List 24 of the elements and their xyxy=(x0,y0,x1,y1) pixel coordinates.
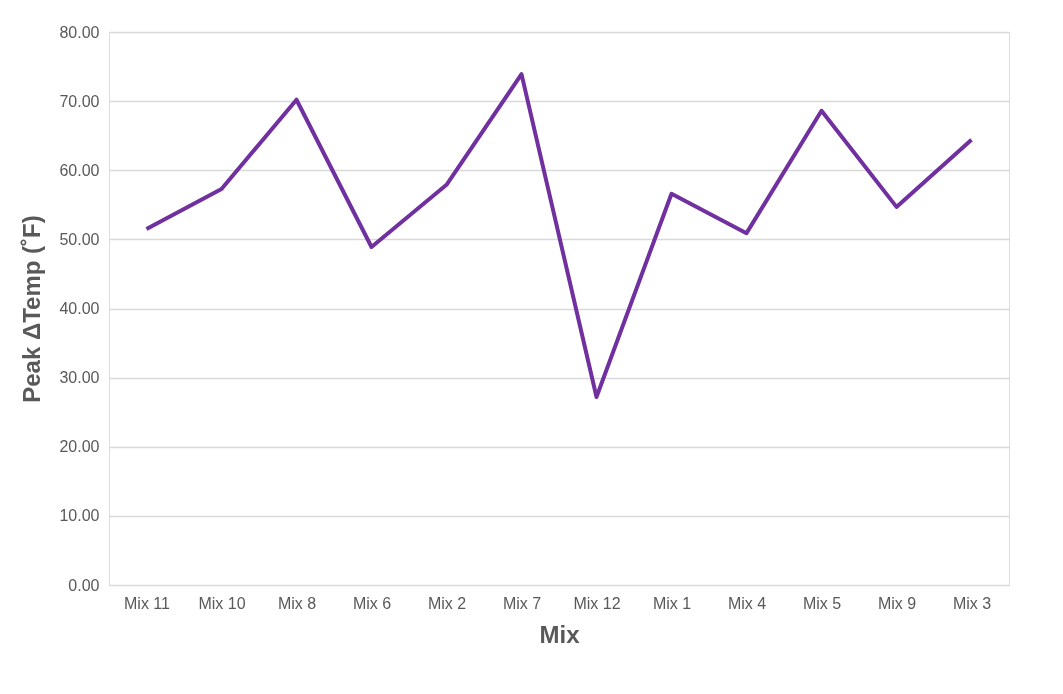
x-tick-label: Mix 4 xyxy=(727,594,767,612)
x-tick-label: Mix 3 xyxy=(952,594,992,612)
x-tick-label: Mix 11 xyxy=(124,594,171,612)
x-tick-label: Mix 8 xyxy=(277,594,317,612)
y-tick-label: 70.00 xyxy=(59,92,100,110)
x-tick-label: Mix 1 xyxy=(652,594,692,612)
y-tick-label: 50.00 xyxy=(59,230,100,248)
x-tick-label: Mix 9 xyxy=(877,594,917,612)
x-tick-label: Mix 5 xyxy=(802,594,842,612)
x-tick-label: Mix 12 xyxy=(573,594,621,612)
x-axis-title: Mix xyxy=(539,620,581,648)
y-tick-label: 40.00 xyxy=(59,300,100,317)
line-series xyxy=(144,72,974,399)
y-tick-label: 80.00 xyxy=(59,23,100,41)
x-tick-label: Mix 7 xyxy=(502,594,542,612)
y-tick-label: 60.00 xyxy=(59,161,100,179)
y-tick-label: 0.00 xyxy=(68,576,100,594)
y-axis-title: Peak ΔTemp (˚F) xyxy=(18,215,46,403)
y-tick-label: 30.00 xyxy=(59,369,100,387)
y-tick-label: 10.00 xyxy=(59,507,100,525)
x-tick-label: Mix 10 xyxy=(198,594,246,612)
x-tick-label: Mix 2 xyxy=(427,594,467,612)
x-tick-label: Mix 6 xyxy=(352,594,392,612)
y-tick-label: 20.00 xyxy=(59,438,100,456)
